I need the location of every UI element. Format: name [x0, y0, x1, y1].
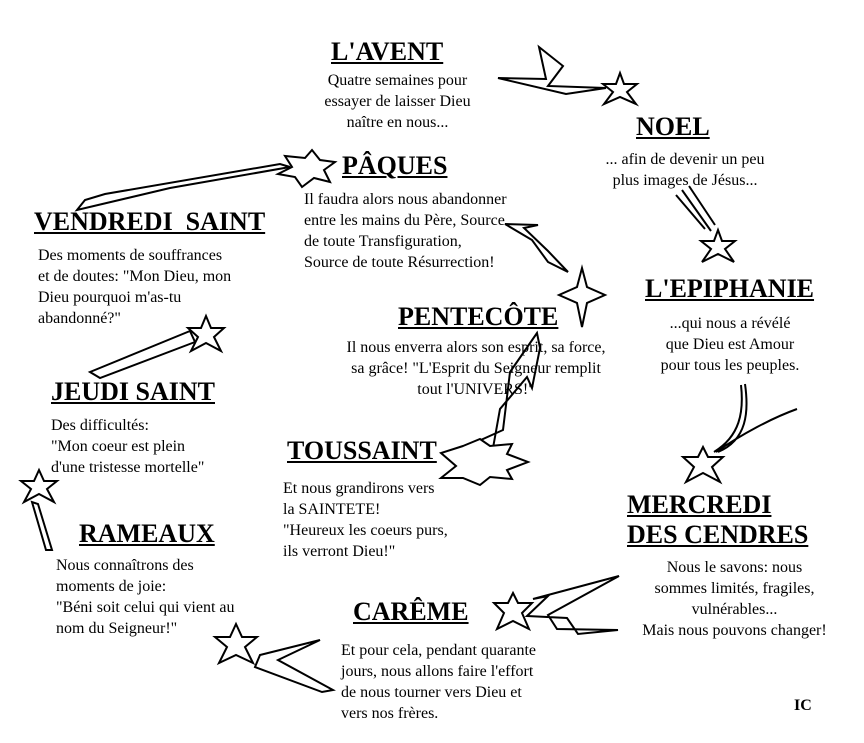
- epiphanie-star-icon: [698, 227, 738, 263]
- toussaint-star-icon: [438, 437, 531, 487]
- noel-text: ... afin de devenir un peu plus images d…: [605, 151, 765, 189]
- avent-title: L'AVENT: [331, 37, 444, 66]
- careme-text: Et pour cela, pendant quarante jours, no…: [341, 642, 537, 722]
- pentecote-text: Il nous enverra alors son esprit, sa for…: [346, 339, 606, 398]
- paques-star-icon: [274, 148, 338, 189]
- author-signature: IC: [794, 697, 812, 714]
- paques-to-pentecote-trail: [504, 223, 569, 273]
- careme-star-icon: [491, 590, 535, 632]
- rameaux-title: RAMEAUX: [79, 519, 215, 548]
- careme-title: CARÊME: [353, 597, 469, 626]
- toussaint-title: TOUSSAINT: [287, 436, 437, 465]
- careme-to-rameaux-trail: [253, 639, 336, 694]
- cendres-to-careme-trail: [524, 575, 620, 636]
- paques-title: PÂQUES: [342, 151, 448, 180]
- pentecote-title: PENTECÔTE: [398, 302, 559, 331]
- cendres-title: MERCREDI DES CENDRES: [627, 490, 809, 549]
- jeudi-to-vendredi-trail: [87, 329, 197, 380]
- pentecote-star-icon: [556, 264, 608, 328]
- jeudi-star-icon: [18, 467, 60, 505]
- rameaux-to-jeudi-trail: [30, 500, 54, 551]
- noel-to-epiphanie-trail: [675, 185, 716, 232]
- cendres-text: Nous le savons: nous sommes limités, fra…: [642, 559, 827, 639]
- vendredi-title: VENDREDI SAINT: [34, 207, 266, 236]
- vendredi-to-paques-trail: [74, 162, 291, 212]
- avent-to-noel-trail: [497, 44, 607, 96]
- vendredi-text: Des moments de souffrances et de doutes:…: [38, 247, 232, 327]
- vendredi-star-icon: [185, 313, 227, 354]
- rameaux-text: Nous connaîtrons des moments de joie: "B…: [56, 557, 235, 637]
- epiphanie-title: L'EPIPHANIE: [645, 274, 815, 303]
- rameaux-star-icon: [212, 621, 260, 666]
- epiphanie-to-cendres-trail: [713, 383, 798, 453]
- jeudi-text: Des difficultés: "Mon coeur est plein d'…: [51, 417, 205, 476]
- jeudi-title: JEUDI SAINT: [51, 377, 215, 406]
- pentecote-to-toussaint-trail: [468, 330, 542, 450]
- cendres-star-icon: [680, 444, 726, 485]
- paques-text: Il faudra alors nous abandonner entre le…: [304, 191, 507, 271]
- epiphanie-text: ...qui nous a révélé que Dieu est Amour …: [660, 315, 800, 374]
- noel-title: NOEL: [636, 112, 710, 141]
- toussaint-text: Et nous grandirons vers la SAINTETE! "He…: [283, 480, 448, 560]
- avent-text: Quatre semaines pour essayer de laisser …: [324, 72, 471, 131]
- noel-star-icon: [600, 70, 640, 107]
